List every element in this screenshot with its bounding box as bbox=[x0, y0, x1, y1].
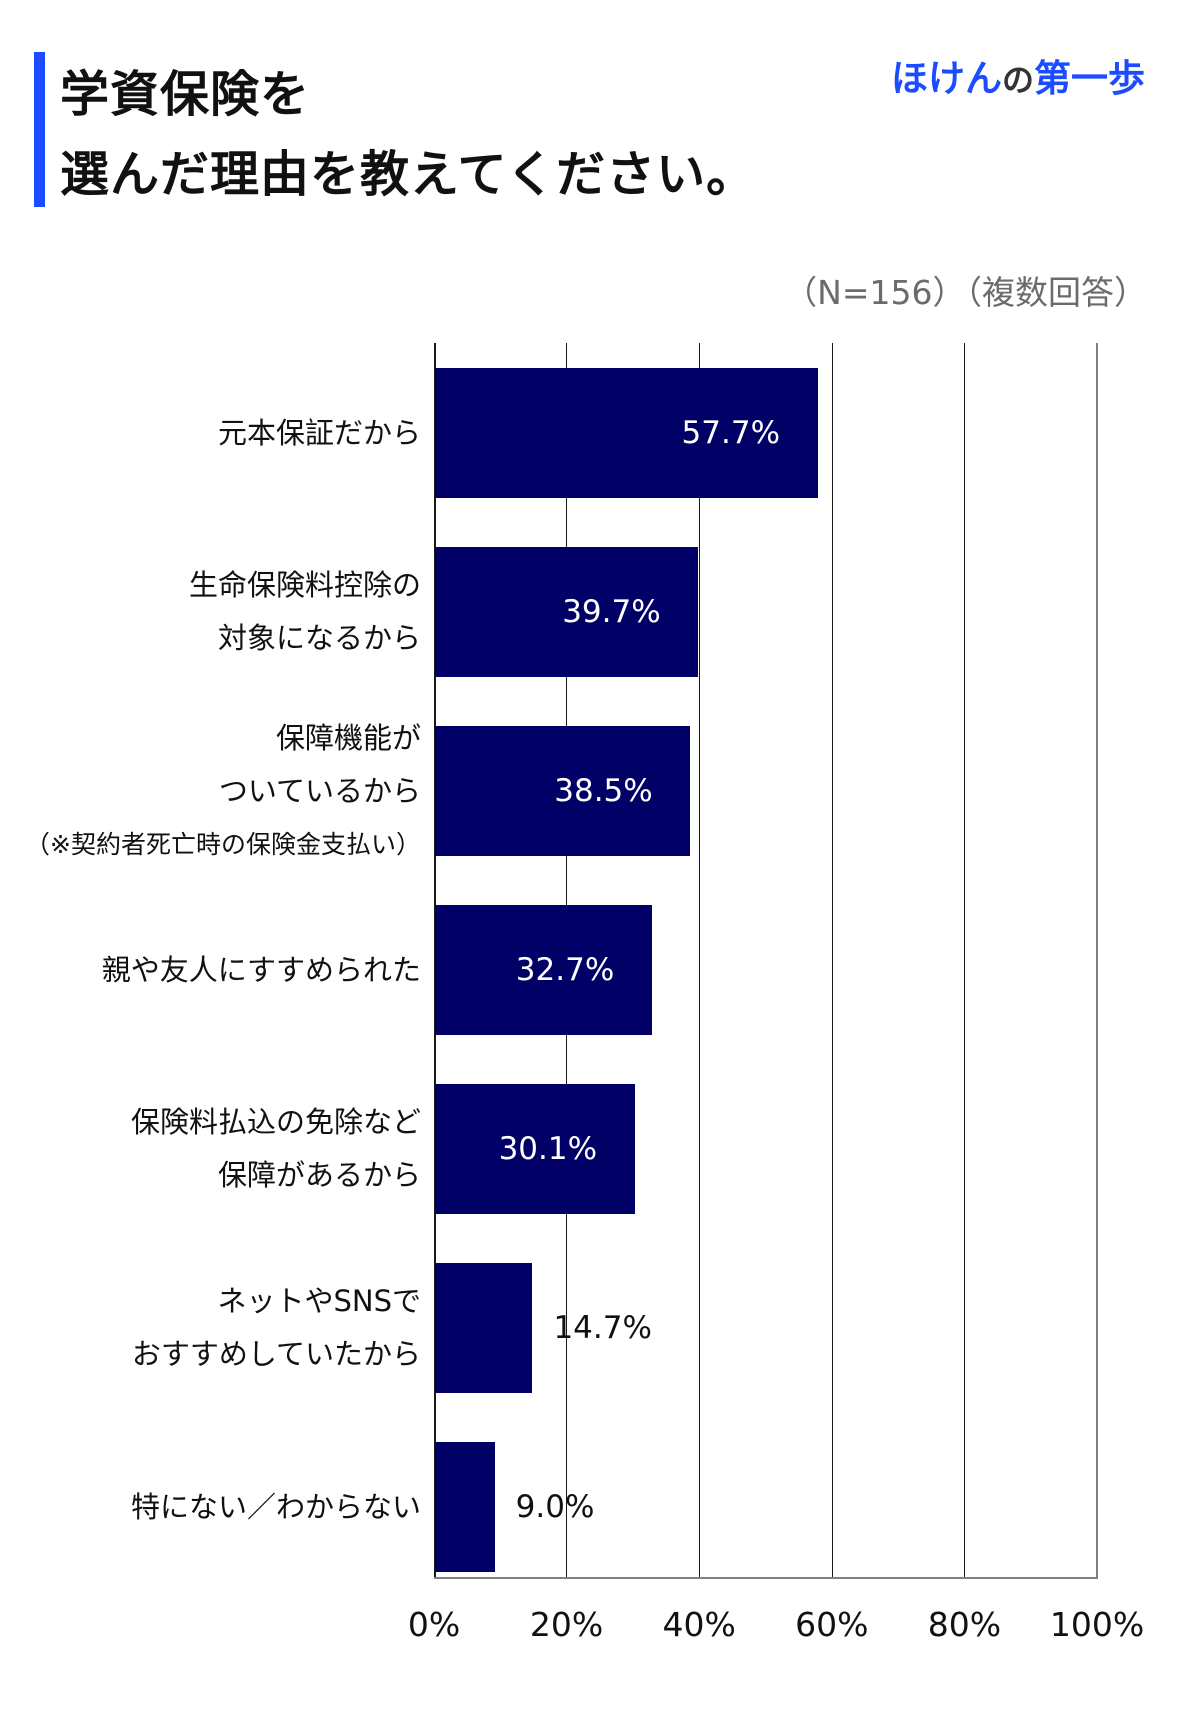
sample-size-note: （N=156）（複数回答） bbox=[784, 273, 1147, 312]
category-label-line: 対象になるから bbox=[217, 621, 421, 655]
bar bbox=[435, 368, 818, 498]
bar bbox=[435, 905, 652, 1035]
gridline-40 bbox=[699, 343, 700, 1579]
category-label-line: 保障機能が bbox=[275, 720, 421, 755]
title-accent-bar bbox=[34, 52, 45, 207]
gridline-100 bbox=[1096, 343, 1098, 1579]
bar-value-label: 9.0% bbox=[515, 1489, 595, 1525]
bar bbox=[435, 726, 691, 856]
brand-part-2: の bbox=[1001, 61, 1034, 99]
bar-value-label: 32.7% bbox=[515, 952, 615, 988]
title-line-1: 学資保険を bbox=[60, 66, 311, 123]
category-label-line: 保障があるから bbox=[217, 1158, 421, 1192]
bar-value-label: 14.7% bbox=[553, 1310, 652, 1346]
x-tick-label: 60% bbox=[795, 1605, 869, 1644]
x-tick-label: 0% bbox=[407, 1605, 461, 1644]
bar bbox=[435, 1442, 495, 1572]
category-label-line: 生命保険料控除の bbox=[188, 568, 421, 602]
x-tick-label: 40% bbox=[662, 1605, 736, 1644]
x-tick-label: 100% bbox=[1049, 1605, 1145, 1644]
chart-title: 学資保険を 選んだ理由を教えてください。 bbox=[60, 55, 756, 215]
title-line-2: 選んだ理由を教えてください。 bbox=[60, 146, 757, 203]
category-label: 生命保険料控除の対象になるから bbox=[189, 559, 421, 665]
x-tick-label: 80% bbox=[927, 1605, 1002, 1644]
category-label: 保険料払込の免除など保障があるから bbox=[131, 1096, 421, 1202]
category-label: 保障機能がついているから （※契約者死亡時の保険金支払い） bbox=[25, 712, 421, 871]
category-label-line: 親や友人にすすめられた bbox=[101, 952, 421, 987]
category-label: ネットやSNSでおすすめしていたから bbox=[132, 1275, 421, 1381]
category-label-line: 元本保証だから bbox=[217, 415, 421, 450]
bar-value-label: 57.7% bbox=[681, 415, 781, 451]
bar-value-label: 38.5% bbox=[554, 773, 653, 809]
x-axis-line bbox=[434, 1577, 1098, 1579]
brand-logo: ほけんの第一歩 bbox=[891, 48, 1145, 102]
category-label-line: 特にない／わからない bbox=[130, 1489, 421, 1524]
gridline-60 bbox=[832, 343, 833, 1579]
bar bbox=[435, 1084, 635, 1214]
plot-area: 57.7% 39.7% 38.5% 32.7% 30.1% 14.7% 9.0% bbox=[434, 343, 1098, 1579]
category-label-line: ついているから bbox=[218, 773, 421, 808]
gridline-80 bbox=[964, 343, 965, 1579]
bar bbox=[435, 547, 699, 677]
category-label: 特にない／わからない bbox=[131, 1481, 421, 1534]
category-label-line: ネットやSNSで bbox=[217, 1284, 421, 1318]
brand-part-3: 第一歩 bbox=[1034, 57, 1145, 100]
bar bbox=[435, 1263, 533, 1393]
brand-part-1: ほけん bbox=[890, 57, 1002, 100]
category-label-line: おすすめしていたから bbox=[131, 1337, 421, 1371]
category-label: 元本保証だから bbox=[218, 407, 421, 460]
x-tick-label: 20% bbox=[529, 1605, 604, 1644]
bar-value-label: 39.7% bbox=[562, 594, 661, 630]
category-label-line: 保険料払込の免除など bbox=[130, 1105, 421, 1139]
bar-value-label: 30.1% bbox=[498, 1131, 598, 1167]
category-label-line: （※契約者死亡時の保険金支払い） bbox=[25, 829, 421, 859]
category-label: 親や友人にすすめられた bbox=[102, 944, 421, 997]
